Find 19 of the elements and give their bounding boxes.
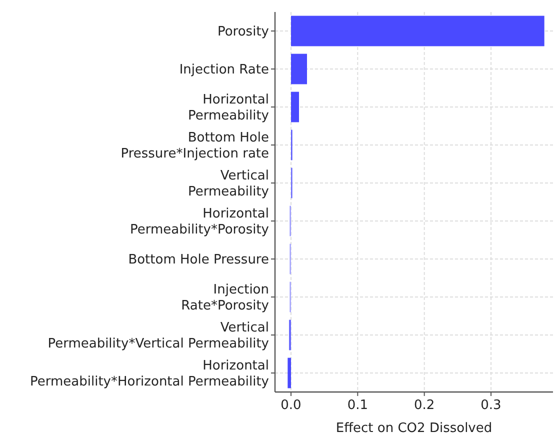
y-tick-label: Bottom Hole Pressure*Injection rate <box>120 130 269 162</box>
x-tick-label: 0.0 <box>280 398 302 413</box>
x-axis-title: Effect on CO2 Dissolved <box>336 421 492 436</box>
y-tick-label: Vertical Permeability <box>188 168 270 200</box>
y-tick-label: Bottom Hole Pressure <box>128 252 269 268</box>
x-tick-label: 0.2 <box>414 398 435 413</box>
x-tick-label: 0.1 <box>347 398 368 413</box>
y-tick-label: Horizontal Permeability*Horizontal Permeability <box>30 358 270 390</box>
y-tick-label: Porosity <box>217 24 270 40</box>
bar <box>291 92 299 122</box>
x-tick-label: 0.3 <box>480 398 502 413</box>
y-tick-label: Injection Rate <box>179 62 269 78</box>
y-tick-label: Vertical Permeability*Vertical Permeability <box>48 320 270 352</box>
bar <box>291 16 544 46</box>
y-tick-label: Injection Rate*Porosity <box>181 282 270 314</box>
y-tick-label: Horizontal Permeability*Porosity <box>130 206 270 238</box>
y-tick-label: Horizontal Permeability <box>188 92 270 124</box>
bar <box>288 358 291 388</box>
bar <box>291 54 307 84</box>
